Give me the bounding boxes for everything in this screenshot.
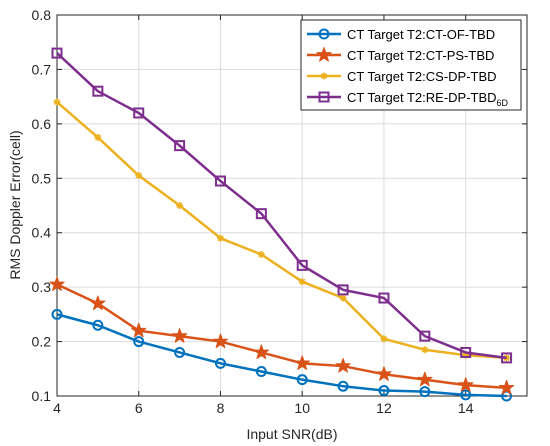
asterisk-stroke [135,172,142,179]
star-marker [49,276,65,291]
star-marker [253,344,269,360]
circle-marker [174,346,186,358]
asterisk-marker [216,234,224,242]
asterisk-marker [176,202,184,209]
circle-marker [460,389,472,401]
circle-marker [92,319,104,331]
y-tick-label: 0.7 [32,61,52,77]
asterisk-marker [380,335,388,343]
star-marker [131,322,147,338]
square-marker [51,47,63,59]
square-marker [133,107,145,119]
square-marker [296,259,308,271]
star-marker [498,379,515,395]
circle-marker [419,386,431,398]
circle-marker [378,385,390,397]
asterisk-stroke [380,335,387,342]
legend-label: CT Target T2:RE-DP-TBD6D [347,90,509,108]
asterisk-marker [257,250,265,258]
asterisk-marker [421,346,429,354]
star-marker [90,295,106,311]
series-ct-target-t2-cs-dp-tbd [53,98,511,362]
asterisk-marker [135,172,143,180]
asterisk-stroke [340,294,347,302]
circle-marker [501,390,513,402]
star-marker [335,358,351,373]
square-marker [214,175,226,187]
square-marker [460,346,472,358]
y-tick-label: 0.8 [32,7,52,23]
star-marker [376,366,392,381]
y-tick-label: 0.1 [32,388,52,404]
star-marker [316,47,332,62]
series-group [49,47,515,402]
circle-marker [255,366,267,378]
square-marker [318,91,330,103]
y-axis-label: RMS Doppler Error(cell) [7,130,23,279]
x-tick-label: 14 [458,400,474,416]
circle-marker [133,336,145,348]
y-tick-label: 0.6 [32,116,52,132]
circle-marker [337,380,349,392]
series-line [56,101,507,360]
legend-item: CT Target T2:RE-DP-TBD6D [307,90,509,108]
series-line [56,52,507,360]
square-marker [92,85,104,97]
asterisk-marker [339,294,347,302]
asterisk-stroke [53,99,61,106]
asterisk-stroke [421,346,428,353]
star-marker [171,328,188,343]
square-marker [174,140,186,152]
star-marker [458,377,474,392]
series-line [56,283,507,390]
y-tick-label: 0.4 [32,225,52,241]
asterisk-stroke [94,134,101,141]
legend-item: CT Target T2:CS-DP-TBD [307,69,497,84]
asterisk-stroke [217,235,224,242]
star-marker [294,355,310,370]
x-tick-label: 8 [217,400,225,416]
legend-label-subscript: 6D [497,98,509,108]
x-tick-label: 12 [376,400,392,416]
asterisk-marker [53,98,61,106]
asterisk-stroke [320,72,328,80]
y-tick-label: 0.2 [32,334,52,350]
x-tick-label: 4 [53,400,61,416]
legend-item: CT Target T2:CT-OF-TBD [307,27,495,42]
asterisk-marker [320,72,328,80]
series-line [56,313,507,398]
asterisk-stroke [176,202,183,209]
series-ct-target-t2-ct-ps-tbd [49,276,515,395]
circle-marker [214,357,226,369]
square-marker [378,292,390,304]
square-marker [419,330,431,342]
x-axis-label: Input SNR(dB) [246,426,337,442]
circle-marker [296,374,308,386]
asterisk-stroke [258,251,265,258]
y-tick-label: 0.5 [32,170,52,186]
axis-ticks: 0.1 0.2 0.3 0.4 0.5 0.6 0.7 0.8 4 6 8 10 12 14 [32,7,527,416]
y-tick-label: 0.3 [32,279,52,295]
legend-item: CT Target T2:CT-PS-TBD [307,47,494,63]
x-tick-label: 10 [294,400,310,416]
asterisk-marker [94,133,102,141]
x-tick-label: 6 [135,400,143,416]
series-ct-target-t2-ct-of-tbd [51,308,513,402]
series-ct-target-t2-re-dp-tbd [51,47,513,364]
legend-label: CT Target T2:CT-OF-TBD [347,27,495,42]
asterisk-marker [298,278,306,286]
star-marker [212,333,229,349]
circle-marker [318,28,330,40]
square-marker [501,352,513,364]
asterisk-stroke [299,278,306,285]
plot-frame [56,14,528,397]
legend: CT Target T2:CT-OF-TBD CT Target T2:CT-PS… [300,19,522,111]
legend-label: CT Target T2:CT-PS-TBD [347,48,494,63]
legend-label: CT Target T2:CS-DP-TBD [347,69,497,84]
square-marker [337,284,349,296]
circle-marker [51,308,63,320]
square-marker [255,208,267,220]
star-marker [417,371,433,387]
